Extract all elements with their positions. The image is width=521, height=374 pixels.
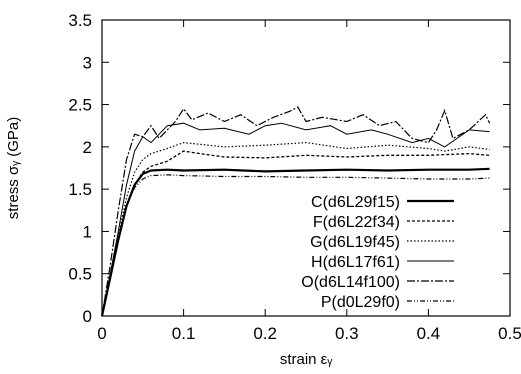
legend-label: F(d6L22f34) — [313, 214, 400, 231]
series-group — [100, 106, 491, 317]
y-tick-label: 0 — [83, 307, 92, 326]
series-line-f — [101, 150, 490, 317]
y-tick-label: 2.5 — [68, 96, 92, 115]
series-line-p — [101, 174, 490, 317]
plot-area-frame — [101, 19, 511, 317]
y-tick-label: 1 — [83, 222, 92, 241]
series-line-g — [101, 141, 490, 317]
y-tick-label: 0.5 — [68, 265, 92, 284]
x-tick-label: 0.3 — [335, 324, 359, 343]
x-tick-label: 0.4 — [417, 324, 441, 343]
legend: C(d6L29f15) F(d6L22f34) G(d6L19f45) H(d6L17… — [301, 194, 454, 311]
legend-label: P(d0L29f0) — [321, 294, 400, 311]
y-tick-label: 3.5 — [68, 11, 92, 30]
x-tick-label: 0.2 — [253, 324, 277, 343]
y-tick-label: 3 — [83, 53, 92, 72]
x-tick-label: 0 — [97, 324, 106, 343]
series-line-c — [100, 167, 490, 317]
legend-label: H(d6L17f61) — [311, 254, 400, 271]
x-axis-label: strain εᵧ — [280, 351, 333, 368]
legend-label: G(d6L19f45) — [310, 234, 400, 251]
legend-label: O(d6L14f100) — [301, 274, 400, 291]
y-axis-label: stress σᵧ (GPa) — [5, 117, 22, 219]
series-line-h — [101, 122, 490, 317]
legend-label: C(d6L29f15) — [311, 194, 400, 211]
axis-ticks: 0 0.1 0.2 0.3 0.4 0.5 0 0.5 1 1.5 2 2.5 3 3.5 — [68, 11, 521, 343]
series-line-o — [101, 106, 491, 317]
x-tick-label: 0.1 — [172, 324, 196, 343]
y-tick-label: 1.5 — [68, 180, 92, 199]
x-tick-label: 0.5 — [498, 324, 521, 343]
y-tick-label: 2 — [83, 138, 92, 157]
